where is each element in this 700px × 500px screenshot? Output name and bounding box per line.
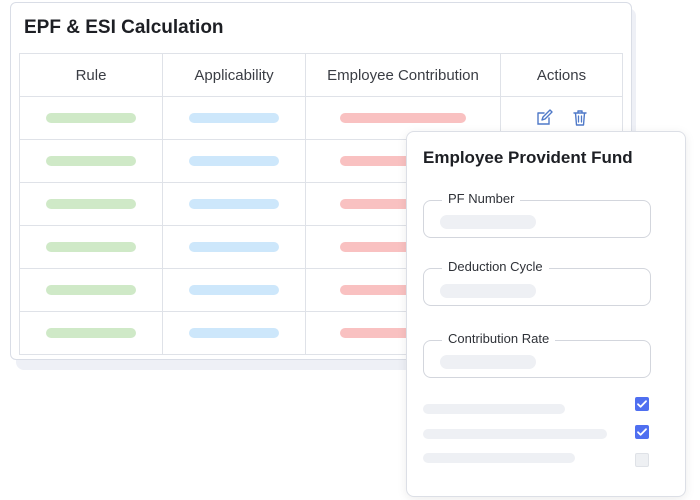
- panel-title: Employee Provident Fund: [423, 148, 633, 167]
- option-label-placeholder: [423, 429, 607, 439]
- contribution-placeholder: [340, 198, 466, 209]
- table-cell: [19, 225, 163, 269]
- option-checkbox[interactable]: [635, 425, 649, 439]
- contribution-placeholder: [340, 241, 466, 252]
- column-header-employee-contribution: Employee Contribution: [305, 53, 501, 97]
- field-value-placeholder: [440, 284, 536, 298]
- rule-placeholder: [46, 198, 136, 209]
- column-header-actions: Actions: [500, 53, 623, 97]
- column-header-applicability: Applicability: [162, 53, 306, 97]
- field-value-placeholder: [440, 215, 536, 229]
- page-title: EPF & ESI Calculation: [24, 17, 224, 38]
- rule-placeholder: [46, 241, 136, 252]
- trash-icon[interactable]: [570, 108, 590, 128]
- pf-number-field[interactable]: PF Number: [423, 191, 651, 238]
- rule-placeholder: [46, 284, 136, 295]
- table-header-row: Rule Applicability Employee Contribution…: [19, 53, 623, 97]
- column-header-rule: Rule: [19, 53, 163, 97]
- contribution-placeholder: [340, 327, 466, 338]
- table-cell: [19, 311, 163, 355]
- contribution-placeholder: [340, 155, 466, 166]
- table-cell: [162, 182, 306, 226]
- table-cell: [162, 225, 306, 269]
- table-cell: [19, 268, 163, 312]
- table-cell: [19, 96, 163, 140]
- edit-icon[interactable]: [534, 108, 554, 128]
- option-label-placeholder: [423, 404, 565, 414]
- table-cell: [162, 139, 306, 183]
- table-cell: [19, 139, 163, 183]
- applicability-placeholder: [189, 284, 279, 295]
- applicability-placeholder: [189, 241, 279, 252]
- applicability-placeholder: [189, 327, 279, 338]
- rule-placeholder: [46, 155, 136, 166]
- field-label: Contribution Rate: [442, 331, 556, 346]
- contribution-rate-field[interactable]: Contribution Rate: [423, 331, 651, 378]
- field-value-placeholder: [440, 355, 536, 369]
- applicability-placeholder: [189, 198, 279, 209]
- option-checkbox[interactable]: [635, 397, 649, 411]
- contribution-placeholder: [340, 284, 466, 295]
- applicability-placeholder: [189, 155, 279, 166]
- table-cell: [162, 268, 306, 312]
- field-label: Deduction Cycle: [442, 259, 549, 274]
- provident-fund-panel: Employee Provident Fund PF Number Deduct…: [406, 131, 686, 497]
- table-cell: [162, 96, 306, 140]
- contribution-placeholder: [340, 112, 466, 123]
- applicability-placeholder: [189, 112, 279, 123]
- table-cell: [162, 311, 306, 355]
- option-checkbox[interactable]: [635, 453, 649, 467]
- field-label: PF Number: [442, 191, 521, 206]
- table-row: [19, 96, 623, 140]
- deduction-cycle-field[interactable]: Deduction Cycle: [423, 259, 651, 306]
- option-label-placeholder: [423, 453, 575, 463]
- rule-placeholder: [46, 112, 136, 123]
- table-cell: [19, 182, 163, 226]
- rule-placeholder: [46, 327, 136, 338]
